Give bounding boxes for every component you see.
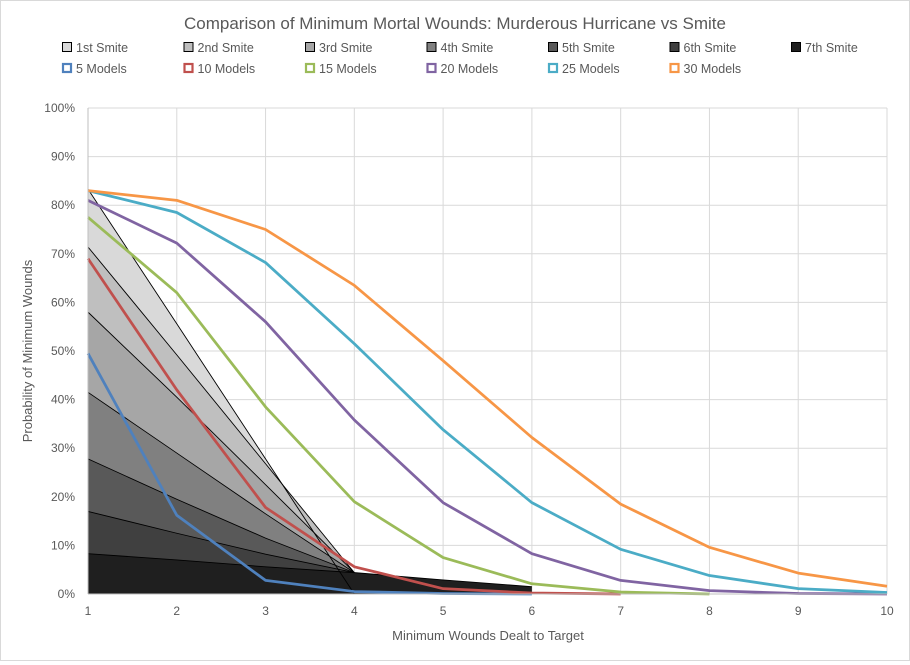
legend-swatch [547, 62, 559, 74]
area-edge-2nd-smite [87, 246, 355, 573]
gridlines [88, 107, 888, 594]
y-tick-label: 40% [51, 393, 75, 407]
x-tick-label: 4 [351, 604, 358, 618]
legend-item-10-models: 10 Models [183, 62, 256, 76]
y-tick-label: 50% [51, 344, 75, 358]
line-20-models [87, 199, 888, 596]
y-tick-label: 20% [51, 490, 75, 504]
y-tick-label: 90% [51, 150, 75, 164]
legend-swatch [61, 62, 73, 74]
x-tick-label: 7 [617, 604, 624, 618]
legend-label: 20 Models [441, 62, 499, 76]
legend-label: 3rd Smite [319, 41, 373, 55]
y-tick-label: 10% [51, 538, 75, 552]
x-tick-labels: 1 2 3 4 5 6 7 8 9 10 [85, 604, 894, 618]
y-tick-label: 80% [51, 198, 75, 212]
line-30-models [87, 189, 888, 588]
legend-item-1st-smite: 1st Smite [62, 41, 128, 55]
y-tick-label: 60% [51, 295, 75, 309]
legend-label: 4th Smite [441, 41, 494, 55]
legend-swatch [305, 42, 315, 52]
legend-label: 5 Models [76, 62, 127, 76]
legend-item-5-models: 5 Models [61, 62, 127, 76]
legend-swatch [669, 62, 680, 74]
y-tick-label: 70% [51, 247, 75, 261]
model-lines [86, 189, 888, 596]
legend-swatch [183, 42, 194, 52]
legend-swatch [62, 42, 72, 52]
legend-label: 30 Models [684, 62, 742, 76]
legend-swatch [304, 62, 316, 74]
area-edge-4th-smite [87, 391, 355, 573]
legend-swatch [426, 42, 437, 52]
x-axis-label: Minimum Wounds Dealt to Target [392, 628, 584, 643]
legend-item-4th-smite: 4th Smite [426, 41, 494, 55]
legend-swatch [183, 62, 194, 74]
chart-title: Comparison of Minimum Mortal Wounds: Mur… [184, 14, 726, 33]
area-edge-3rd-smite [87, 311, 355, 573]
legend-item-20-models: 20 Models [426, 62, 499, 76]
legend-swatch [426, 62, 437, 74]
x-tick-label: 6 [529, 604, 536, 618]
legend-item-7th-smite: 7th Smite [791, 41, 858, 55]
legend-label: 10 Models [198, 62, 256, 76]
y-axis-label: Probability of Minimum Wounds [20, 259, 35, 442]
y-tick-label: 30% [51, 441, 75, 455]
x-tick-label: 1 [85, 604, 92, 618]
legend-swatch [548, 42, 558, 52]
area-edge-5th-smite [87, 458, 355, 574]
x-tick-label: 8 [706, 604, 713, 618]
legend: 1st Smite 2nd Smite 3rd Smite 4th Smite 5th … [61, 41, 858, 76]
legend-item-3rd-smite: 3rd Smite [305, 41, 373, 55]
legend-label: 7th Smite [805, 41, 858, 55]
legend-item-2nd-smite: 2nd Smite [183, 41, 254, 55]
line-25-models [87, 189, 888, 594]
line-10-models [86, 257, 621, 596]
legend-item-5th-smite: 5th Smite [548, 41, 615, 55]
y-tick-label: 100% [44, 101, 75, 115]
legend-label: 6th Smite [684, 41, 737, 55]
legend-label: 2nd Smite [198, 41, 254, 55]
y-tick-label: 0% [58, 587, 76, 601]
x-tick-label: 10 [880, 604, 894, 618]
legend-item-6th-smite: 6th Smite [669, 41, 737, 55]
legend-item-25-models: 25 Models [547, 62, 620, 76]
x-tick-label: 3 [262, 604, 269, 618]
legend-label: 15 Models [319, 62, 377, 76]
x-tick-label: 5 [440, 604, 447, 618]
axes [87, 108, 887, 595]
y-tick-labels: 0% 10% 20% 30% 40% 50% 60% 70% 80% 90% 100% [44, 101, 75, 601]
legend-swatch [669, 42, 680, 52]
legend-item-30-models: 30 Models [669, 62, 742, 76]
line-15-models [87, 216, 710, 596]
area-edge-7th-smite [87, 553, 532, 588]
legend-label: 5th Smite [562, 41, 615, 55]
legend-swatch [791, 42, 801, 52]
x-tick-label: 9 [795, 604, 802, 618]
smite-areas [88, 189, 532, 595]
x-tick-label: 2 [173, 604, 180, 618]
legend-item-15-models: 15 Models [304, 62, 377, 76]
area-edge-6th-smite [87, 510, 355, 574]
legend-label: 25 Models [562, 62, 620, 76]
legend-label: 1st Smite [76, 41, 128, 55]
